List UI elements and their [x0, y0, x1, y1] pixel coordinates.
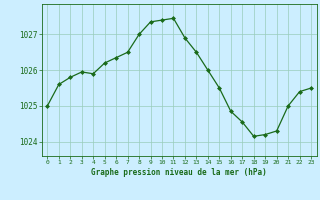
X-axis label: Graphe pression niveau de la mer (hPa): Graphe pression niveau de la mer (hPa) — [91, 168, 267, 177]
